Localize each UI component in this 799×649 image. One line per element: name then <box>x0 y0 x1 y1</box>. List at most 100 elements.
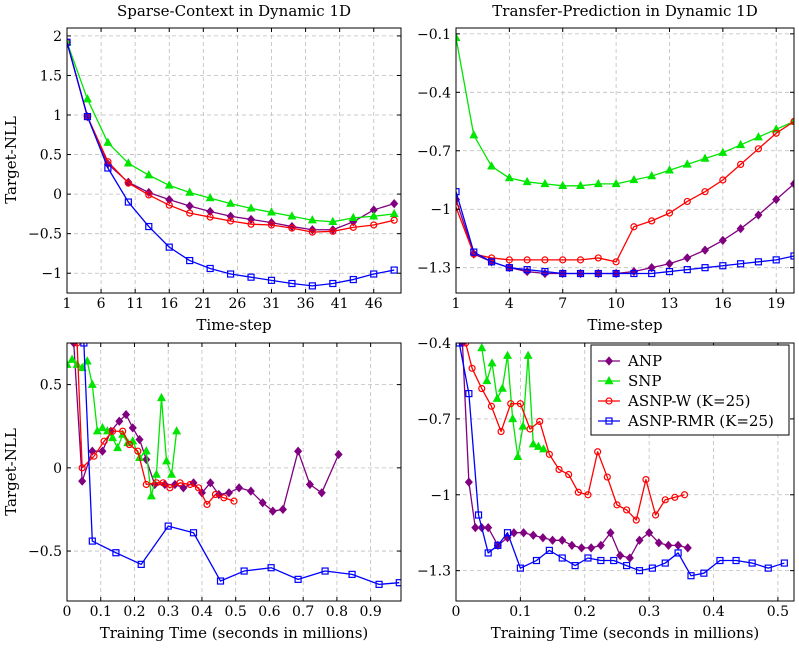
data-point-asnp-w-k-25 <box>370 221 378 229</box>
data-point-asnp-w-k-25 <box>497 427 505 436</box>
data-point-asnp-w-k-25 <box>267 221 276 229</box>
data-point-anp <box>206 478 215 488</box>
data-point-asnp-w-k-25 <box>100 437 108 445</box>
data-point-asnp-rmr-k-25 <box>474 511 483 519</box>
data-point-asnp-w-k-25 <box>523 256 531 264</box>
data-point-anp <box>464 477 473 487</box>
data-point-anp <box>258 498 267 508</box>
data-point-asnp-rmr-k-25 <box>764 564 772 572</box>
data-point-anp <box>548 535 557 545</box>
data-point-asnp-rmr-k-25 <box>294 575 302 583</box>
x-tick-label: 0.5 <box>767 604 789 620</box>
data-point-asnp-w-k-25 <box>456 203 460 211</box>
y-tick-label: 0 <box>53 461 62 477</box>
data-point-asnp-w-k-25 <box>186 480 194 489</box>
data-point-asnp-rmr-k-25 <box>661 559 669 567</box>
data-point-anp <box>558 535 567 545</box>
data-point-asnp-rmr-k-25 <box>523 266 531 274</box>
data-point-asnp-w-k-25 <box>612 258 620 266</box>
series-line-asnp-w-k-25 <box>67 42 395 233</box>
data-point-anp <box>616 550 625 561</box>
data-point-asnp-rmr-k-25 <box>370 270 378 278</box>
data-point-anp <box>635 535 644 545</box>
data-point-asnp-w-k-25 <box>632 516 640 524</box>
data-point-snp <box>477 343 487 352</box>
data-point-anp <box>206 206 215 217</box>
data-point-asnp-rmr-k-25 <box>541 267 549 276</box>
data-point-asnp-w-k-25 <box>159 479 167 487</box>
data-point-snp <box>113 442 123 452</box>
data-point-asnp-rmr-k-25 <box>80 343 88 347</box>
x-tick-label: 0 <box>63 604 72 620</box>
data-point-asnp-rmr-k-25 <box>189 529 198 537</box>
data-point-asnp-rmr-k-25 <box>267 276 276 284</box>
data-point-asnp-rmr-k-25 <box>456 188 460 196</box>
data-point-anp <box>683 253 692 263</box>
x-tick-label: 0.3 <box>638 604 660 620</box>
data-point-asnp-rmr-k-25 <box>321 567 329 575</box>
data-point-snp <box>456 32 461 41</box>
data-point-anp <box>317 488 326 498</box>
data-point-asnp-rmr-k-25 <box>484 549 492 557</box>
y-tick-label: −0.5 <box>28 544 62 560</box>
data-point-asnp-rmr-k-25 <box>516 564 524 572</box>
data-point-snp <box>226 198 236 207</box>
data-point-anp <box>135 434 144 445</box>
data-point-asnp-w-k-25 <box>665 209 674 217</box>
data-point-asnp-rmr-k-25 <box>487 258 496 266</box>
data-point-asnp-rmr-k-25 <box>67 38 71 46</box>
data-point-snp <box>369 211 379 220</box>
series-group <box>456 32 794 279</box>
data-point-asnp-w-k-25 <box>142 480 150 489</box>
data-point-snp <box>629 174 639 184</box>
x-tick-label: 26 <box>228 296 246 312</box>
data-point-snp <box>267 207 276 216</box>
data-point-snp <box>287 211 297 220</box>
data-point-asnp-rmr-k-25 <box>558 554 566 562</box>
data-point-asnp-w-k-25 <box>166 484 174 492</box>
data-point-asnp-w-k-25 <box>505 256 513 264</box>
legend-label-snp: SNP <box>628 372 662 390</box>
data-point-asnp-w-k-25 <box>108 427 117 435</box>
data-point-asnp-w-k-25 <box>603 473 611 481</box>
data-point-anp <box>701 245 710 255</box>
x-tick-label: 4 <box>505 296 514 312</box>
x-tick-label: 16 <box>714 296 732 312</box>
data-point-anp <box>98 446 107 456</box>
legend-label-asnp-rmr: ASNP-RMR (K=25) <box>627 412 774 430</box>
data-point-anp <box>718 235 727 245</box>
y-tick-label: 1 <box>53 108 62 124</box>
data-point-anp <box>179 483 188 493</box>
data-point-anp <box>294 446 303 456</box>
data-point-asnp-rmr-k-25 <box>594 269 602 278</box>
data-point-snp <box>487 161 497 170</box>
data-point-anp <box>268 506 277 516</box>
data-point-asnp-w-k-25 <box>576 256 585 264</box>
data-point-asnp-rmr-k-25 <box>630 269 638 278</box>
data-point-anp <box>664 540 673 550</box>
data-point-anp <box>185 201 194 211</box>
series-group <box>67 343 401 588</box>
data-point-asnp-rmr-k-25 <box>584 554 592 562</box>
data-point-asnp-w-k-25 <box>119 427 127 435</box>
data-point-asnp-rmr-k-25 <box>623 561 631 570</box>
x-tick-label: 0.2 <box>574 604 596 620</box>
data-point-asnp-w-k-25 <box>73 343 81 347</box>
series-group <box>67 37 399 290</box>
series-line-asnp-w-k-25 <box>76 343 235 506</box>
x-tick-label: 36 <box>297 296 315 312</box>
x-tick-label: 0 <box>452 604 461 620</box>
data-point-asnp-rmr-k-25 <box>216 577 225 585</box>
data-point-asnp-rmr-k-25 <box>456 343 463 347</box>
data-point-asnp-rmr-k-25 <box>226 270 235 278</box>
data-point-asnp-rmr-k-25 <box>665 267 674 276</box>
data-point-snp <box>576 180 585 190</box>
data-point-asnp-w-k-25 <box>487 402 496 410</box>
data-point-asnp-rmr-k-25 <box>206 264 214 273</box>
series-line-asnp-w-k-25 <box>465 343 685 521</box>
data-point-snp <box>497 383 507 392</box>
data-point-snp <box>97 422 107 432</box>
data-point-asnp-rmr-k-25 <box>186 256 194 265</box>
x-tick-label: 1 <box>452 296 461 312</box>
data-point-asnp-w-k-25 <box>541 256 549 264</box>
